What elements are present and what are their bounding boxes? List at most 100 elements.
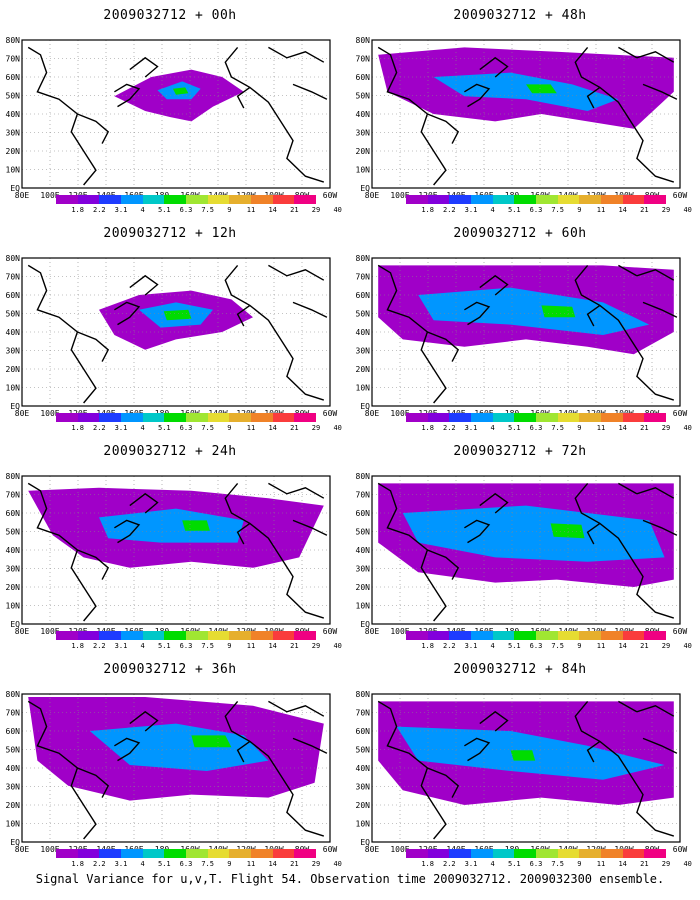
colorbar-label: 14 <box>268 424 277 432</box>
colorbar-label: 11 <box>246 860 256 868</box>
variance-region-high <box>541 305 576 318</box>
colorbar-label: 9 <box>227 424 232 432</box>
lat-label: 80N <box>356 36 371 45</box>
coastline <box>224 46 325 183</box>
lon-label: 100E <box>40 627 59 636</box>
colorbar-swatch <box>622 413 645 422</box>
lat-label: 10N <box>6 384 21 393</box>
colorbar-label: 4 <box>140 206 145 214</box>
colorbar-label: 9 <box>577 860 582 868</box>
lon-label: 80E <box>15 845 30 854</box>
colorbar-swatch <box>557 413 580 422</box>
colorbar-swatch <box>427 413 450 422</box>
colorbar-label: 9 <box>577 642 582 650</box>
coastline <box>642 737 678 754</box>
colorbar-swatch <box>121 849 143 858</box>
colorbar-swatch <box>536 631 558 640</box>
colorbar-label: 9 <box>577 206 582 214</box>
lat-label: EQ <box>10 838 20 847</box>
colorbar-swatch <box>229 631 251 640</box>
coastline <box>427 331 460 362</box>
colorbar-label: 6.3 <box>179 642 193 650</box>
map-panel: 2009032712 + 72h 80N 70N 60N 50N 40N 30N 20N 10N… <box>350 436 692 656</box>
coastline <box>464 519 491 544</box>
colorbar-label: 21 <box>290 206 299 214</box>
lat-label: 40N <box>6 328 21 337</box>
colorbar-label: 21 <box>290 642 299 650</box>
colorbar-label: 7.5 <box>201 860 214 868</box>
colorbar-label: 21 <box>290 860 299 868</box>
coastline <box>479 56 509 78</box>
lat-label: 10N <box>6 602 21 611</box>
colorbar-label: 9 <box>577 424 582 432</box>
colorbar-swatch <box>579 195 601 204</box>
coastline <box>224 264 325 401</box>
colorbar-swatch <box>229 195 251 204</box>
colorbar-label: 6.3 <box>529 206 543 214</box>
lat-label: 60N <box>6 727 21 736</box>
colorbar-swatch <box>207 195 230 204</box>
lat-label: 40N <box>6 546 21 555</box>
lon-label: 60W <box>323 191 338 200</box>
coastline <box>427 549 460 580</box>
colorbar-swatch <box>229 849 251 858</box>
lat-label: 40N <box>356 110 371 119</box>
colorbar-swatch <box>601 195 623 204</box>
colorbar-swatch <box>142 413 165 422</box>
lon-label: 80E <box>15 409 30 418</box>
coastline <box>618 46 675 63</box>
lon-label: 60W <box>323 627 338 636</box>
colorbar-label: 14 <box>618 642 627 650</box>
map-panel: 2009032712 + 60h 80N 70N 60N 50N 40N 30N 20N 10N… <box>350 218 692 438</box>
colorbar-label: 1.8 <box>71 424 84 432</box>
colorbar-swatch <box>142 849 165 858</box>
variance-region-high <box>163 309 192 321</box>
colorbar-label: 11 <box>596 860 606 868</box>
lat-label: 80N <box>356 690 371 699</box>
colorbar-label: 5.1 <box>158 424 171 432</box>
colorbar-label: 3.1 <box>114 206 128 214</box>
coastline <box>574 264 675 401</box>
map-frame <box>371 475 681 625</box>
coastline <box>129 274 159 296</box>
colorbar-swatch <box>251 413 273 422</box>
variance-region-mid <box>402 505 665 562</box>
colorbar-label: 6.3 <box>179 424 193 432</box>
lat-label: 40N <box>6 110 21 119</box>
map-frame <box>21 475 331 625</box>
colorbar-swatch <box>99 849 121 858</box>
coastline <box>642 83 678 100</box>
colorbar-label: 11 <box>246 642 256 650</box>
colorbar-label: 2.2 <box>443 424 456 432</box>
colorbar-swatch <box>142 631 165 640</box>
lat-label: 30N <box>356 129 371 138</box>
colorbar-swatch <box>579 413 601 422</box>
colorbar-label: 9 <box>227 642 232 650</box>
colorbar-swatch <box>601 631 623 640</box>
lat-label: 10N <box>6 820 21 829</box>
colorbar-swatch <box>186 195 208 204</box>
colorbar-swatch <box>536 849 558 858</box>
map-panel: 2009032712 + 00h 80N 70N 60N 50N 40N 30N 20N 10N… <box>0 0 342 220</box>
lon-label: 100E <box>390 627 409 636</box>
lat-label: 20N <box>356 801 371 810</box>
variance-region-high <box>510 750 536 761</box>
colorbar-label: 4 <box>140 860 145 868</box>
map-panel: 2009032712 + 24h 80N 70N 60N 50N 40N 30N 20N 10N… <box>0 436 342 656</box>
coastline <box>377 482 447 622</box>
lat-label: 50N <box>356 528 371 537</box>
coastline <box>618 700 675 717</box>
variance-region-high <box>191 735 232 748</box>
colorbar-label: 7.5 <box>551 860 564 868</box>
colorbar-label: 4 <box>490 642 495 650</box>
colorbar-swatch <box>557 631 580 640</box>
lat-label: 70N <box>356 273 371 282</box>
panel-title: 2009032712 + 48h <box>453 8 587 23</box>
lat-label: 20N <box>6 801 21 810</box>
colorbar-label: 40 <box>333 642 342 650</box>
colorbar-label: 1.8 <box>71 860 84 868</box>
colorbar-label: 7.5 <box>551 642 564 650</box>
lat-label: 60N <box>6 73 21 82</box>
variance-region-mid <box>433 72 619 111</box>
colorbar-swatch <box>272 849 295 858</box>
